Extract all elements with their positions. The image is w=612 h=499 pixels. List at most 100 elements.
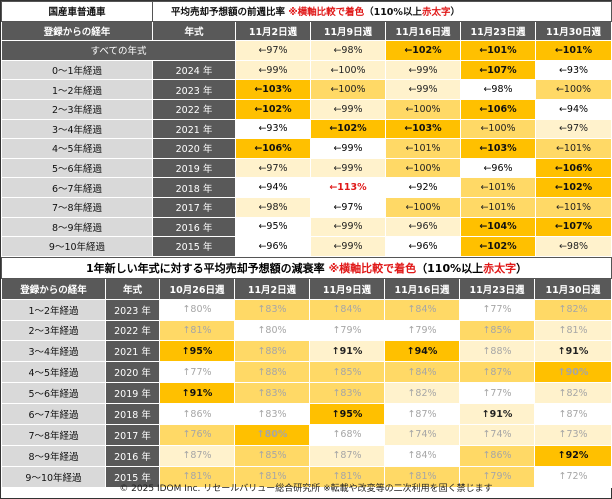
- ratio-cell: ←101%: [460, 40, 536, 61]
- ratio-cell: ←97%: [310, 196, 386, 218]
- ratio-cell: ←100%: [460, 118, 536, 140]
- decay-cell: ↑81%: [309, 465, 385, 488]
- weekly-ratio-table: 国産車普通車 平均売却予想額の前週比率 ※横軸比較で着色（110%以上赤太字） …: [1, 1, 612, 257]
- ratio-cell: ←104%: [460, 216, 536, 238]
- table-row: 8～9年経過 2016 年 ←95% ←99% ←96% ←104% ←107%: [1, 216, 612, 238]
- ratio-cell: ←98%: [535, 236, 612, 257]
- ratio-cell: ←107%: [535, 216, 612, 238]
- decay-cell: ↑88%: [234, 340, 310, 363]
- age-label: 1～2年経過: [1, 79, 153, 100]
- ratio-cell: ←97%: [235, 157, 311, 179]
- decay-cell: ↑85%: [309, 361, 385, 384]
- ratio-cell: ←102%: [460, 236, 536, 257]
- age-label: 9～10年経過: [1, 236, 153, 257]
- model-year: 2021 年: [152, 118, 236, 140]
- ratio-cell: ←103%: [385, 118, 461, 140]
- week-header: 11月30日週: [535, 20, 612, 42]
- table-row: 6～7年経過 2018 年 ←94% ←113% ←92% ←101% ←102%: [1, 177, 612, 198]
- ratio-cell: ←101%: [460, 196, 536, 218]
- decay-cell: ↑81%: [159, 319, 235, 342]
- week-header: 11月16日週: [385, 20, 461, 42]
- decay-cell: ↑80%: [159, 298, 235, 321]
- decay-cell: ↑90%: [533, 361, 612, 384]
- table-row: 0～1年経過 2024 年 ←99% ←100% ←99% ←107% ←93%: [1, 59, 612, 81]
- week-header: 11月16日週: [384, 277, 460, 300]
- decay-cell: ↑83%: [234, 403, 310, 425]
- decay-cell: ↑95%: [309, 403, 385, 425]
- ratio-cell: ←99%: [235, 59, 311, 81]
- week-header: 11月23日週: [460, 20, 536, 42]
- copyright-footer: © 2025 IDOM Inc. リセールバリュー総合研究所 ※転載や改変等の二…: [119, 484, 493, 494]
- ratio-cell: ←97%: [235, 40, 311, 61]
- decay-cell: ↑86%: [159, 403, 235, 425]
- model-year: 2018 年: [105, 403, 160, 425]
- age-label: 3～4年経過: [1, 340, 106, 363]
- age-label: 2～3年経過: [1, 98, 153, 120]
- ratio-cell: ←102%: [235, 98, 311, 120]
- ratio-cell: ←93%: [535, 59, 612, 81]
- decay-cell: ↑81%: [533, 319, 612, 342]
- week-header: 11月23日週: [459, 277, 535, 300]
- heading-rule-prefix: （110%以上: [364, 7, 422, 19]
- ratio-cell: ←97%: [535, 118, 612, 140]
- category-title: 国産車普通車: [1, 1, 153, 22]
- model-year: 2017 年: [152, 196, 236, 218]
- age-label: 7～8年経過: [1, 423, 106, 446]
- all-years-label: すべての年式: [1, 40, 236, 61]
- model-year: 2016 年: [152, 216, 236, 238]
- heading-rule-prefix: （110%以上: [416, 261, 484, 275]
- column-header-year: 年式: [105, 277, 160, 300]
- table-row: 3～4年経過 2021 年 ←93% ←102% ←103% ←100% ←97%: [1, 118, 612, 140]
- decay-cell: ↑82%: [533, 382, 612, 405]
- ratio-cell: ←106%: [535, 157, 612, 179]
- ratio-cell: ←106%: [235, 138, 311, 159]
- ratio-cell: ←101%: [535, 40, 612, 61]
- decay-cell: ↑79%: [459, 465, 535, 488]
- decay-cell: ↑84%: [384, 361, 460, 384]
- decay-cell: ↑77%: [459, 382, 535, 405]
- decay-cell: ↑76%: [159, 423, 235, 446]
- age-label: 8～9年経過: [1, 444, 106, 467]
- decay-cell: ↑95%: [159, 340, 235, 363]
- decay-cell: ↑77%: [459, 298, 535, 321]
- age-label: 4～5年経過: [1, 138, 153, 159]
- ratio-cell: ←98%: [460, 79, 536, 100]
- ratio-cell: ←96%: [460, 157, 536, 179]
- decay-cell: ↑83%: [309, 382, 385, 405]
- ratio-cell: ←95%: [235, 216, 311, 238]
- table-row: 1～2年経過 2023 年 ←103% ←100% ←99% ←98% ←100%: [1, 79, 612, 100]
- decay-cell: ↑94%: [384, 340, 460, 363]
- age-label: 8～9年経過: [1, 216, 153, 238]
- table-row: 9～10年経過 2015 年 ←96% ←99% ←96% ←102% ←98%: [1, 236, 612, 257]
- decay-cell: ↑73%: [533, 423, 612, 446]
- ratio-cell: ←99%: [310, 157, 386, 179]
- ratio-cell: ←96%: [385, 216, 461, 238]
- decay-cell: ↑91%: [309, 340, 385, 363]
- decay-cell: ↑87%: [384, 403, 460, 425]
- age-label: 5～6年経過: [1, 157, 153, 179]
- ratio-cell: ←101%: [460, 177, 536, 198]
- ratio-cell: ←99%: [385, 79, 461, 100]
- decay-cell: ↑85%: [234, 444, 310, 467]
- decay-cell: ↑80%: [234, 423, 310, 446]
- age-label: 9～10年経過: [1, 465, 106, 488]
- decay-cell: ↑82%: [533, 298, 612, 321]
- decay-cell: ↑84%: [384, 298, 460, 321]
- ratio-cell: ←102%: [535, 177, 612, 198]
- table-row: 7～8年経過 2017 年 ←98% ←97% ←100% ←101% ←101%: [1, 196, 612, 218]
- model-year: 2020 年: [152, 138, 236, 159]
- table-row: 5～6年経過 2019 年 ↑91% ↑83% ↑83% ↑82% ↑77% ↑82%: [1, 382, 612, 405]
- decay-cell: ↑86%: [459, 444, 535, 467]
- decay-cell: ↑91%: [159, 382, 235, 405]
- model-year: 2019 年: [105, 382, 160, 405]
- decay-cell: ↑87%: [159, 444, 235, 467]
- week-header: 11月2日週: [235, 20, 311, 42]
- ratio-cell: ←93%: [235, 118, 311, 140]
- ratio-cell: ←100%: [310, 59, 386, 81]
- age-label: 1～2年経過: [1, 298, 106, 321]
- table-row: 2～3年経過 2022 年 ↑81% ↑80% ↑79% ↑79% ↑85% ↑81%: [1, 319, 612, 342]
- model-year: 2022 年: [105, 319, 160, 342]
- week-header: 11月9日週: [310, 20, 386, 42]
- age-label: 6～7年経過: [1, 403, 106, 425]
- decay-cell: ↑74%: [384, 423, 460, 446]
